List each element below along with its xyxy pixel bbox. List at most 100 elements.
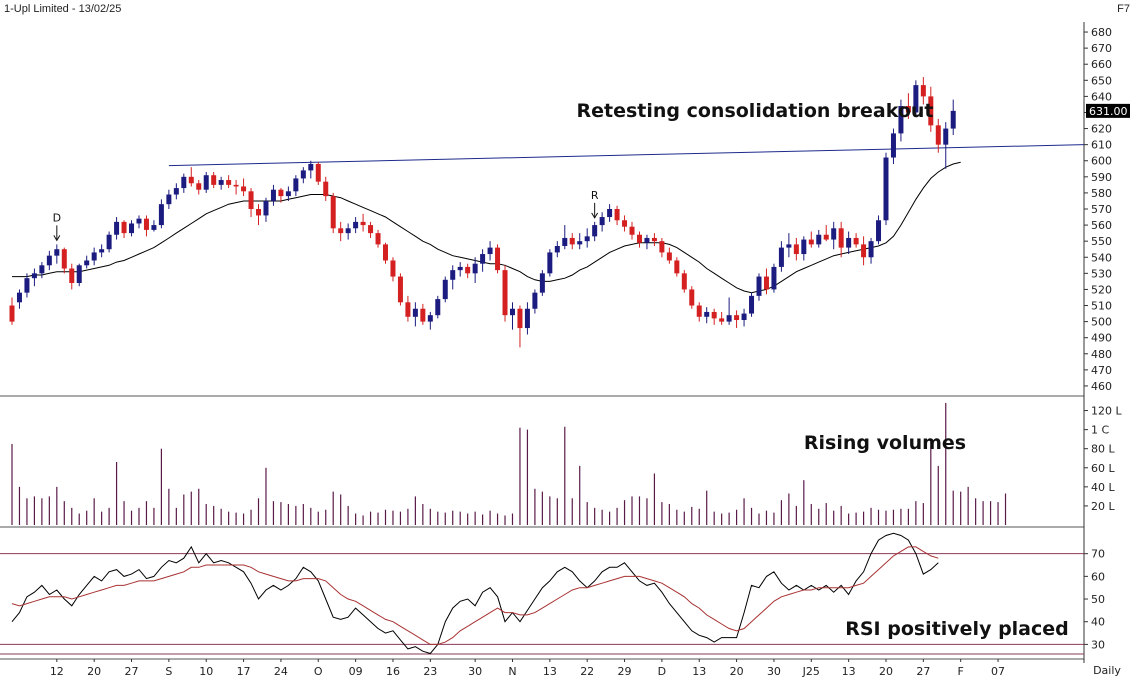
candle-body[interactable] (99, 249, 105, 253)
candle-body[interactable] (846, 237, 852, 248)
candle-body[interactable] (890, 133, 896, 158)
candle[interactable] (562, 225, 568, 250)
candle-body[interactable] (793, 244, 799, 255)
candle[interactable] (943, 122, 949, 169)
candle[interactable] (285, 186, 291, 201)
candle-body[interactable] (465, 266, 471, 274)
candle-body[interactable] (622, 220, 628, 227)
candle-body[interactable] (76, 265, 82, 283)
candle[interactable] (54, 244, 60, 264)
candle[interactable] (211, 172, 217, 189)
candle[interactable] (46, 250, 52, 271)
candle[interactable] (405, 295, 411, 322)
candle[interactable] (472, 257, 478, 283)
candle-body[interactable] (248, 191, 254, 209)
rsi-panel[interactable] (0, 532, 1084, 655)
candle[interactable] (323, 176, 329, 201)
candle-body[interactable] (778, 247, 784, 267)
candle[interactable] (61, 247, 67, 274)
candle-body[interactable] (412, 308, 418, 317)
candle[interactable] (383, 242, 388, 264)
candle[interactable] (816, 229, 822, 248)
candle-body[interactable] (158, 204, 164, 226)
candle[interactable] (614, 205, 620, 226)
candle-body[interactable] (285, 191, 291, 197)
candle-body[interactable] (569, 237, 575, 245)
candle-body[interactable] (218, 180, 224, 185)
price-panel[interactable]: DR (9, 77, 1085, 348)
candle[interactable] (861, 236, 867, 266)
candle[interactable] (24, 273, 30, 298)
candle-body[interactable] (487, 247, 493, 255)
candle-body[interactable] (838, 228, 844, 248)
candle[interactable] (868, 237, 874, 264)
candle-body[interactable] (9, 305, 15, 322)
candle-body[interactable] (383, 244, 388, 261)
candle-body[interactable] (636, 234, 642, 243)
candle[interactable] (696, 302, 702, 322)
candle-body[interactable] (472, 263, 478, 274)
candle-body[interactable] (644, 237, 650, 243)
candle[interactable] (263, 197, 269, 222)
candle[interactable] (905, 93, 911, 119)
candle-body[interactable] (823, 234, 829, 240)
candle-body[interactable] (935, 125, 941, 145)
candle[interactable] (248, 188, 254, 218)
candle[interactable] (509, 302, 515, 330)
candle-body[interactable] (91, 252, 97, 261)
candle[interactable] (84, 255, 90, 269)
candle[interactable] (397, 273, 403, 306)
candle[interactable] (435, 295, 441, 319)
candle-body[interactable] (801, 239, 807, 255)
candle[interactable] (853, 233, 859, 248)
candle[interactable] (106, 231, 112, 253)
candle[interactable] (711, 308, 717, 325)
candle[interactable] (749, 292, 755, 317)
candle[interactable] (188, 167, 194, 187)
candle[interactable] (920, 77, 926, 105)
candle-body[interactable] (659, 241, 665, 253)
candle-body[interactable] (136, 218, 142, 224)
candle-body[interactable] (614, 209, 620, 221)
rsi-line[interactable] (11, 532, 939, 655)
candle[interactable] (226, 175, 232, 189)
candle-body[interactable] (256, 209, 262, 216)
candle[interactable] (801, 236, 807, 261)
candle-body[interactable] (54, 249, 60, 256)
candle[interactable] (793, 237, 799, 261)
candle-body[interactable] (711, 311, 717, 319)
candle[interactable] (256, 204, 262, 226)
candle[interactable] (674, 257, 680, 277)
candle-body[interactable] (599, 217, 605, 226)
candle-body[interactable] (241, 186, 247, 192)
candle-body[interactable] (928, 96, 934, 126)
candle-body[interactable] (450, 270, 456, 280)
candle[interactable] (539, 270, 545, 296)
candle-body[interactable] (943, 128, 949, 145)
candle-body[interactable] (61, 249, 67, 269)
candle-body[interactable] (651, 237, 657, 242)
candle-body[interactable] (24, 278, 30, 293)
candle[interactable] (808, 231, 814, 248)
candle-body[interactable] (442, 279, 448, 300)
candle[interactable] (913, 80, 919, 116)
candle[interactable] (91, 247, 97, 266)
volume-panel[interactable] (11, 402, 1007, 525)
candle[interactable] (577, 233, 583, 250)
candle-body[interactable] (31, 273, 37, 279)
candle-body[interactable] (315, 163, 321, 182)
candle[interactable] (450, 265, 456, 290)
candle[interactable] (338, 221, 344, 242)
candle-body[interactable] (173, 188, 179, 195)
candle-body[interactable] (696, 305, 702, 317)
candle[interactable] (158, 199, 164, 229)
candle[interactable] (935, 118, 941, 153)
candle[interactable] (719, 311, 725, 325)
candle-body[interactable] (293, 178, 299, 192)
candle[interactable] (166, 189, 172, 209)
candle[interactable] (763, 268, 769, 295)
candle[interactable] (353, 217, 359, 234)
candle[interactable] (427, 311, 433, 330)
candle[interactable] (607, 204, 613, 222)
candle-body[interactable] (480, 254, 486, 264)
